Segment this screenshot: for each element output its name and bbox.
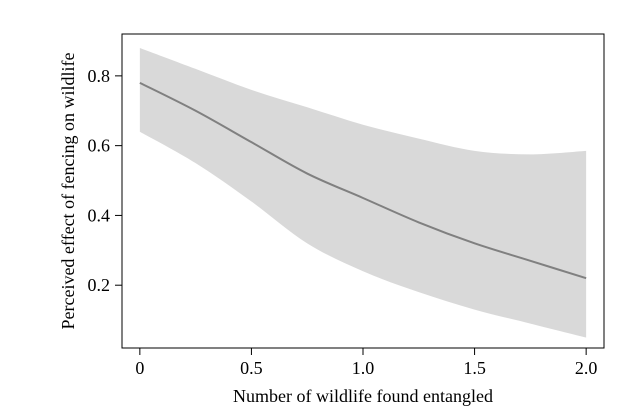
x-tick-label: 0.5 <box>240 358 263 378</box>
y-axis: 0.2 0.4 0.6 0.8 <box>88 66 122 295</box>
confidence-band <box>139 47 587 338</box>
x-tick-label: 1.5 <box>463 358 486 378</box>
y-tick-label: 0.2 <box>88 275 111 295</box>
y-tick-label: 0.8 <box>88 66 111 86</box>
x-axis-label: Number of wildlife found entangled <box>233 386 493 406</box>
y-axis-label: Perceived effect of fencing on wildlife <box>58 52 78 329</box>
fitted-line <box>139 81 587 280</box>
x-tick-label: 1.0 <box>352 358 375 378</box>
plot-area <box>139 47 587 338</box>
y-tick-label: 0.4 <box>88 205 111 225</box>
y-tick-label: 0.6 <box>88 136 111 156</box>
x-tick-label: 2.0 <box>575 358 598 378</box>
x-axis: 0 0.5 1.0 1.5 2.0 <box>135 348 597 378</box>
x-tick-label: 0 <box>135 358 144 378</box>
